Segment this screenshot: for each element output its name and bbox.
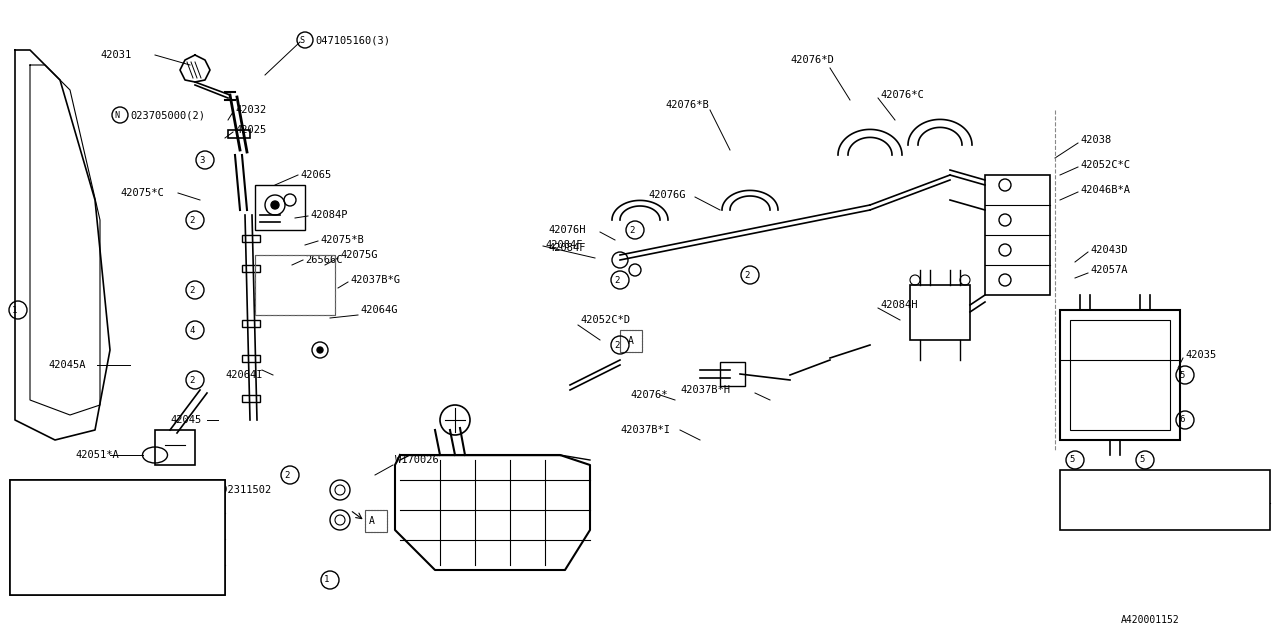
Text: 42032: 42032 bbox=[236, 105, 266, 115]
Text: 6: 6 bbox=[1179, 415, 1185, 424]
Circle shape bbox=[317, 347, 323, 353]
Bar bbox=[242, 320, 260, 327]
Text: 1: 1 bbox=[324, 575, 330, 584]
Text: 092313103(3): 092313103(3) bbox=[44, 547, 114, 557]
Text: 2: 2 bbox=[189, 216, 195, 225]
Text: 42065: 42065 bbox=[300, 170, 332, 180]
Text: 42076*C: 42076*C bbox=[881, 90, 924, 100]
Text: 2: 2 bbox=[189, 376, 195, 385]
Text: N: N bbox=[1098, 486, 1103, 495]
Text: 42075*B: 42075*B bbox=[320, 235, 364, 245]
Text: 42045A: 42045A bbox=[49, 360, 86, 370]
Bar bbox=[1060, 310, 1180, 440]
Bar bbox=[155, 430, 195, 465]
Text: 42076*: 42076* bbox=[630, 390, 667, 400]
Text: 047406120(7): 047406120(7) bbox=[64, 495, 134, 505]
Text: 2: 2 bbox=[614, 340, 620, 349]
Bar bbox=[242, 265, 260, 272]
Bar bbox=[365, 510, 387, 532]
Text: 092310504(8): 092310504(8) bbox=[44, 521, 114, 531]
Text: 0951AE180: 0951AE180 bbox=[44, 573, 97, 583]
Text: 2: 2 bbox=[189, 285, 195, 294]
Bar bbox=[365, 510, 387, 532]
Text: 42043D: 42043D bbox=[1091, 245, 1128, 255]
Text: 5: 5 bbox=[1069, 456, 1075, 465]
Bar bbox=[1060, 470, 1270, 530]
Text: 3: 3 bbox=[19, 547, 24, 557]
Text: 42064G: 42064G bbox=[360, 305, 398, 315]
Text: 023705000(2): 023705000(2) bbox=[131, 110, 205, 120]
Text: 42037B*G: 42037B*G bbox=[349, 275, 401, 285]
Text: 2: 2 bbox=[614, 275, 620, 285]
Text: 42038: 42038 bbox=[1080, 135, 1111, 145]
Text: 42046B*A: 42046B*A bbox=[1080, 185, 1130, 195]
Text: 42075G: 42075G bbox=[340, 250, 378, 260]
Text: 6: 6 bbox=[1069, 511, 1075, 520]
Text: 3: 3 bbox=[200, 156, 205, 164]
Text: 42075*C: 42075*C bbox=[120, 188, 164, 198]
Text: A: A bbox=[369, 516, 375, 526]
Text: 1: 1 bbox=[13, 305, 18, 314]
Bar bbox=[1070, 320, 1170, 430]
Text: 42037B*I: 42037B*I bbox=[620, 425, 669, 435]
Text: 42031: 42031 bbox=[100, 50, 132, 60]
Text: 42051*A: 42051*A bbox=[76, 450, 119, 460]
Text: 42025: 42025 bbox=[236, 125, 266, 135]
Text: 4: 4 bbox=[189, 326, 195, 335]
Text: 2: 2 bbox=[744, 271, 750, 280]
Bar bbox=[10, 480, 225, 595]
Text: 26566C: 26566C bbox=[305, 255, 343, 265]
Bar bbox=[255, 185, 305, 230]
Text: 4: 4 bbox=[19, 573, 24, 582]
Bar bbox=[242, 355, 260, 362]
Bar bbox=[986, 175, 1050, 295]
Text: A420001152: A420001152 bbox=[1121, 615, 1180, 625]
Text: S: S bbox=[300, 35, 305, 45]
Bar bbox=[620, 330, 643, 352]
Text: 2: 2 bbox=[630, 225, 635, 234]
Bar bbox=[10, 480, 225, 595]
Text: W170026: W170026 bbox=[396, 455, 439, 465]
Text: 42045: 42045 bbox=[170, 415, 201, 425]
Text: 2: 2 bbox=[19, 522, 24, 531]
Text: 1: 1 bbox=[19, 495, 24, 504]
Bar bbox=[910, 285, 970, 340]
Text: S: S bbox=[49, 495, 54, 504]
Text: 5: 5 bbox=[1139, 456, 1144, 465]
Bar bbox=[228, 130, 250, 138]
Bar bbox=[255, 255, 335, 315]
Text: 42084F: 42084F bbox=[548, 243, 585, 253]
Bar bbox=[242, 235, 260, 242]
Bar bbox=[620, 330, 643, 352]
Text: 5: 5 bbox=[1179, 371, 1185, 380]
Text: 42084F: 42084F bbox=[545, 240, 582, 250]
Text: 5: 5 bbox=[1069, 486, 1075, 495]
Text: A: A bbox=[628, 336, 634, 346]
Text: 42052C*D: 42052C*D bbox=[580, 315, 630, 325]
Text: 2: 2 bbox=[284, 470, 289, 479]
Text: 42076*B: 42076*B bbox=[666, 100, 709, 110]
Bar bbox=[255, 255, 335, 315]
Text: 42084H: 42084H bbox=[881, 300, 918, 310]
Text: 42084P: 42084P bbox=[310, 210, 347, 220]
Text: 42057A: 42057A bbox=[1091, 265, 1128, 275]
Text: 42076*D: 42076*D bbox=[790, 55, 833, 65]
Text: 42064I: 42064I bbox=[225, 370, 262, 380]
Text: 023808000(4): 023808000(4) bbox=[1114, 485, 1184, 495]
Text: N: N bbox=[114, 111, 119, 120]
Text: B: B bbox=[1098, 511, 1103, 520]
Text: 092311502: 092311502 bbox=[215, 485, 271, 495]
Circle shape bbox=[271, 201, 279, 209]
Text: 047105160(3): 047105160(3) bbox=[315, 35, 390, 45]
Bar bbox=[721, 362, 745, 386]
Text: 42035: 42035 bbox=[1185, 350, 1216, 360]
Bar bbox=[242, 395, 260, 402]
Text: 42076G: 42076G bbox=[648, 190, 686, 200]
Text: 42076H: 42076H bbox=[548, 225, 585, 235]
Text: 42037B*H: 42037B*H bbox=[680, 385, 730, 395]
Text: 42052C*C: 42052C*C bbox=[1080, 160, 1130, 170]
Text: 012308250(2): 012308250(2) bbox=[1114, 511, 1184, 521]
